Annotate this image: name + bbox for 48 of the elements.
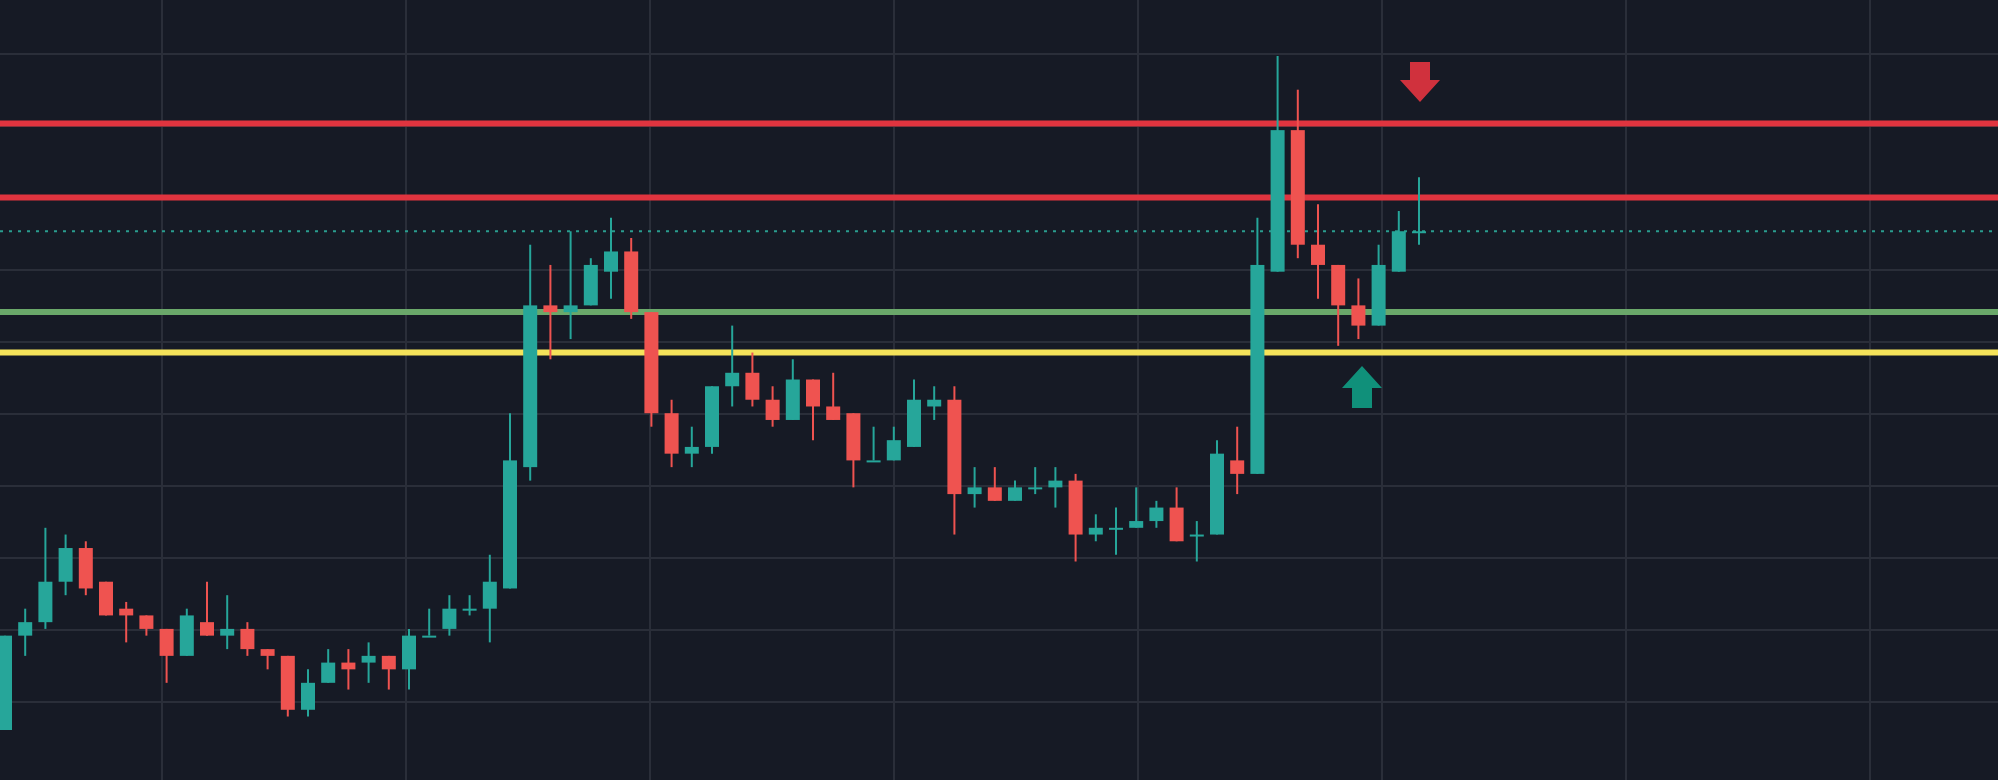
- candlestick: [1169, 486, 1184, 543]
- candlestick: [543, 263, 558, 361]
- candlestick: [1109, 506, 1123, 556]
- candlestick: [1230, 425, 1245, 496]
- candlestick: [826, 371, 841, 421]
- candlestick: [260, 648, 275, 671]
- candlestick: [1331, 263, 1346, 347]
- candlestick: [38, 526, 53, 630]
- candlestick: [179, 607, 194, 657]
- candlestick: [1008, 479, 1022, 502]
- candlestick: [967, 466, 982, 509]
- candlestick: [58, 533, 73, 597]
- candlestick: [1311, 203, 1325, 300]
- candlestick: [482, 553, 497, 644]
- candlestick: [785, 358, 800, 421]
- candlestick: [18, 607, 33, 657]
- candlestick: [1149, 499, 1164, 529]
- candlestick: [745, 351, 760, 408]
- candlestick: [402, 627, 416, 691]
- candlestick: [684, 425, 699, 469]
- candlestick: [907, 378, 921, 448]
- candlestick: [422, 607, 437, 638]
- candlestick: [1028, 466, 1043, 496]
- candlestick: [220, 594, 235, 651]
- candlestick: [159, 627, 174, 684]
- candlestick: [846, 412, 861, 489]
- candlestick: [1129, 486, 1144, 529]
- candlestick: [200, 580, 214, 637]
- candlestick: [1088, 513, 1103, 543]
- candlestick: [765, 385, 780, 428]
- candlestick: [321, 648, 336, 684]
- candlestick: [301, 668, 315, 718]
- candlestick: [240, 621, 255, 657]
- candlestick: [462, 594, 477, 617]
- candlestick: [886, 425, 901, 462]
- candlestick: [442, 594, 457, 637]
- candlestick: [987, 466, 1002, 502]
- candlestick: [361, 641, 376, 684]
- candlestick: [78, 540, 93, 597]
- candlestick: [725, 324, 740, 408]
- candlestick: [381, 654, 396, 691]
- candlestick: [1189, 520, 1204, 563]
- candlestick: [866, 425, 881, 463]
- candlestick: [664, 398, 679, 469]
- candlestick: [139, 614, 154, 637]
- candlestick: [806, 378, 820, 442]
- candlestick: [1351, 277, 1366, 341]
- candlestick: [583, 257, 598, 307]
